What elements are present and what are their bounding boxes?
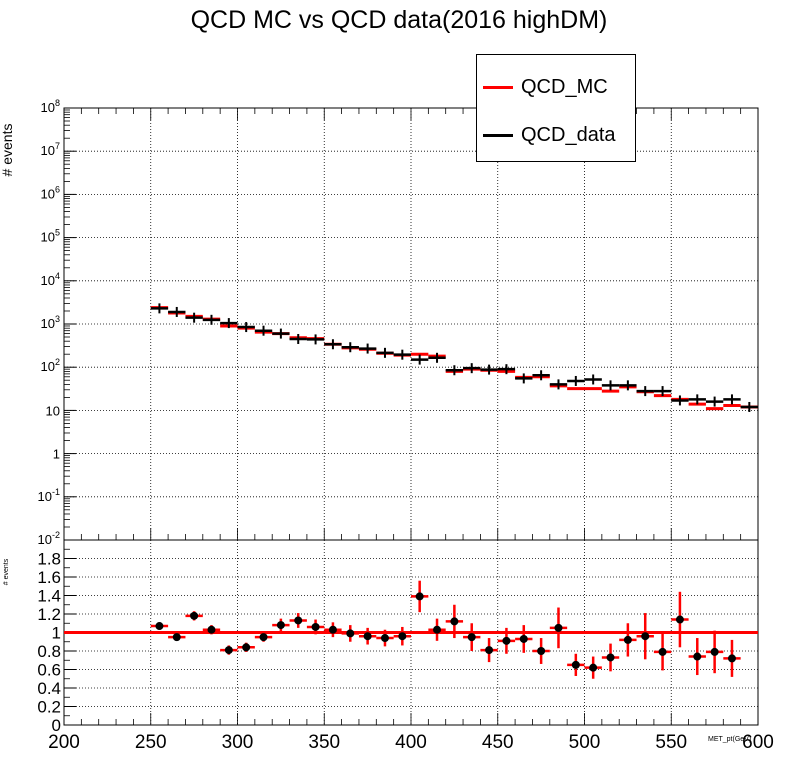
ratio-ytick-label: 0 [52, 716, 61, 735]
ratio-point [398, 632, 407, 641]
legend-label-data: QCD_data [521, 123, 616, 146]
ratio-ytick-label: 1.2 [37, 605, 61, 624]
ratio-xtick-label: 550 [655, 732, 687, 753]
ratio-point [589, 663, 598, 672]
ratio-point [641, 632, 650, 641]
ratio-point [502, 636, 511, 645]
ratio-xtick-label: 200 [48, 732, 80, 753]
top-ytick-label: 102 [41, 357, 60, 374]
ratio-point [207, 625, 216, 634]
legend-entry-data: QCD_data [483, 123, 616, 147]
ratio-point [606, 653, 615, 662]
ratio-point [328, 625, 337, 634]
ratio-xtick-label: 350 [308, 732, 340, 753]
ratio-point [658, 647, 667, 656]
legend-swatch-mc [483, 85, 513, 89]
ratio-point [172, 633, 181, 642]
ratio-xtick-label: 500 [569, 732, 601, 753]
top-ytick-label: 10-1 [38, 487, 60, 504]
ratio-xtick-label: 300 [222, 732, 254, 753]
top-ytick-label: 1 [53, 447, 60, 462]
ratio-xtick-label: 450 [482, 732, 514, 753]
ratio-point [415, 592, 424, 601]
ratio-point [571, 660, 580, 669]
ratio-point [710, 647, 719, 656]
top-ylabel: # events [0, 124, 15, 177]
ratio-point [675, 615, 684, 624]
top-ytick-label: 105 [41, 228, 60, 245]
ratio-point [485, 646, 494, 655]
ratio-point [242, 643, 251, 652]
ratio-point [693, 652, 702, 661]
ratio-ytick-label: 1.4 [37, 587, 61, 606]
legend-entry-mc: QCD_MC [483, 75, 608, 99]
ratio-ytick-label: 0.8 [37, 642, 61, 661]
ratio-point [155, 622, 164, 631]
ratio-ytick-label: 1.6 [37, 568, 61, 587]
ratio-point [224, 646, 233, 655]
ratio-point [554, 623, 563, 632]
ratio-xtick-label: 400 [395, 732, 427, 753]
ratio-point [623, 635, 632, 644]
ratio-point [727, 654, 736, 663]
legend: QCD_MC QCD_data [476, 54, 636, 162]
bottom-panel: 00.20.40.60.811.21.41.61.8 200 250 300 350 40… [3, 539, 774, 753]
top-ytick-label: 104 [41, 271, 60, 288]
legend-swatch-data [483, 133, 513, 137]
top-ytick-label: 10-2 [38, 530, 60, 547]
top-ytick-label: 108 [41, 98, 60, 115]
ratio-point [363, 632, 372, 641]
ratio-point [450, 617, 459, 626]
ratio-point [259, 633, 268, 642]
ratio-point [537, 647, 546, 655]
ratio-point [311, 622, 320, 631]
x-axis-label: MET_pt(GeV) [708, 736, 751, 743]
legend-label-mc: QCD_MC [521, 75, 608, 98]
ratio-ytick-label: 0.2 [37, 698, 61, 717]
ratio-ytick-label: 1.8 [37, 550, 61, 569]
chart-title: QCD MC vs QCD data(2016 highDM) [190, 6, 608, 34]
ratio-point [294, 616, 303, 625]
top-ytick-label: 10 [46, 403, 60, 418]
ratio-ytick-label: 0.4 [37, 679, 61, 698]
ratio-point [467, 633, 476, 642]
ratio-point [276, 621, 285, 630]
ratio-point [519, 634, 528, 643]
top-ytick-label: 106 [41, 184, 60, 201]
ratio-ytick-label: 1 [52, 624, 61, 643]
top-ytick-label: 103 [41, 314, 60, 331]
ratio-point [190, 611, 199, 620]
ratio-point [433, 625, 442, 634]
ratio-point [380, 634, 389, 643]
ratio-point [346, 629, 355, 638]
ratio-ytick-label: 0.6 [37, 661, 61, 680]
top-panel: 10-2 10-1 1 10 102 103 104 105 106 107 108 # events [0, 98, 759, 547]
ratio-xtick-label: 250 [135, 732, 167, 753]
top-ytick-label: 107 [41, 141, 60, 158]
ratio-xtick-label: 600 [742, 732, 774, 753]
ratio-ylabel: # events [3, 558, 10, 585]
